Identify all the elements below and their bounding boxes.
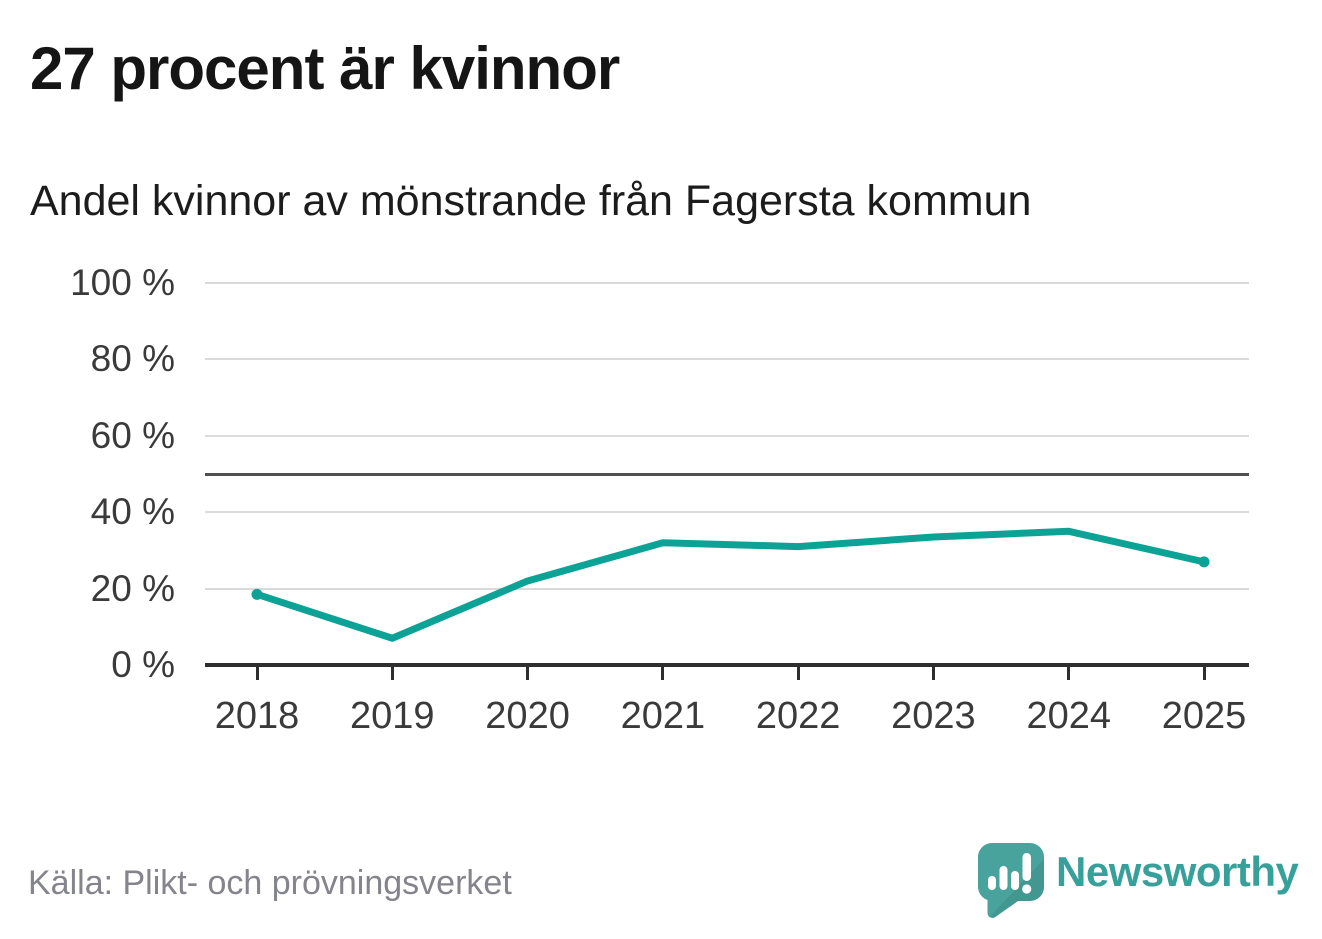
gridline	[205, 282, 1249, 284]
x-tick-label: 2019	[350, 695, 435, 737]
x-tick-label: 2024	[1026, 695, 1111, 737]
x-axis-tick	[255, 667, 259, 680]
y-axis-label: 0 %	[111, 644, 175, 685]
x-axis-tick	[1067, 667, 1071, 680]
trend-line-svg	[251, 527, 1210, 642]
x-tick-label: 2020	[485, 695, 570, 737]
gridline	[205, 511, 1249, 514]
x-axis-tick	[1202, 667, 1206, 680]
x-axis-tick	[526, 667, 530, 680]
x-tick-label: 2021	[620, 695, 706, 737]
y-axis-label: 100 %	[70, 262, 175, 303]
y-axis-label: 20 %	[90, 567, 175, 609]
endpoint-marker	[251, 588, 263, 600]
x-tick-label: 2022	[755, 695, 841, 737]
chart-subtitle: Andel kvinnor av mönstrande från Fagerst…	[30, 177, 1032, 225]
x-axis-tick	[931, 667, 935, 680]
chart-title: 27 procent är kvinnor	[30, 35, 620, 102]
source-caption: Källa: Plikt- och prövningsverket	[28, 864, 512, 902]
y-axis-label: 80 %	[90, 338, 175, 380]
gridline	[205, 358, 1249, 361]
endpoint-marker	[1198, 556, 1210, 568]
y-axis-label: 60 %	[90, 414, 175, 456]
x-axis-line	[205, 663, 1249, 667]
gridline	[205, 434, 1249, 437]
trend-line	[253, 527, 1208, 642]
x-axis-tick	[661, 667, 665, 680]
gridline	[205, 587, 1249, 590]
x-axis-tick	[796, 667, 800, 680]
reference-line	[205, 472, 1249, 476]
x-tick-label: 2025	[1161, 695, 1247, 737]
x-tick-label: 2023	[891, 695, 976, 737]
x-tick-label: 2018	[214, 695, 300, 737]
brand-lockup: Newsworthy	[978, 843, 1299, 923]
y-axis-label: 40 %	[90, 491, 175, 533]
newsworthy-wordmark: Newsworthy	[1056, 848, 1299, 895]
x-axis-tick	[390, 667, 394, 680]
newsworthy-logo-icon	[978, 843, 1044, 918]
